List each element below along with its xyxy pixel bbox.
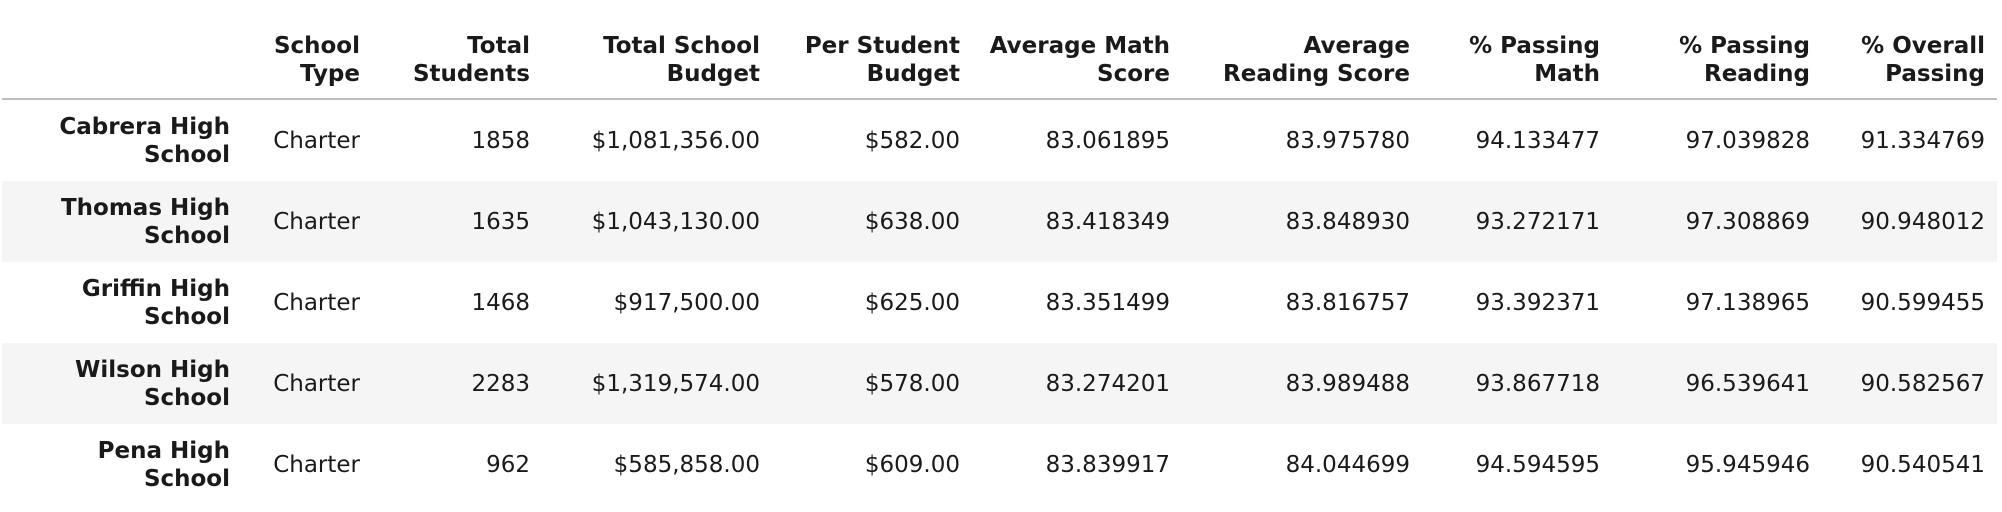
- table-row: Cabrera High School Charter 1858 $1,081,…: [2, 99, 1997, 181]
- table-cell: 83.989488: [1285, 370, 1410, 397]
- column-header: Total School Budget: [542, 0, 772, 100]
- table-cell: 83.975780: [1285, 127, 1410, 154]
- column-header: Per Student Budget: [772, 0, 972, 100]
- table-cell: $1,319,574.00: [591, 370, 760, 397]
- table-cell: 97.308869: [1685, 208, 1810, 235]
- column-header: School Type: [242, 0, 372, 100]
- table-row: Thomas High School Charter 1635 $1,043,1…: [2, 181, 1997, 262]
- table-header: School Type Total Students Total School …: [2, 0, 1997, 100]
- table-cell: Charter: [273, 127, 360, 154]
- table-cell: Charter: [273, 208, 360, 235]
- table-cell: 90.599455: [1860, 289, 1985, 316]
- column-header: Average Reading Score: [1182, 0, 1422, 100]
- table-cell: $625.00: [864, 289, 960, 316]
- table-cell: 83.351499: [1045, 289, 1170, 316]
- table-cell: 96.539641: [1685, 370, 1810, 397]
- table-cell: 1858: [471, 127, 530, 154]
- row-index-label: Cabrera High School: [59, 113, 230, 168]
- table-cell: $638.00: [864, 208, 960, 235]
- table-cell: 93.867718: [1475, 370, 1600, 397]
- table-cell: Charter: [273, 289, 360, 316]
- table-cell: 83.816757: [1285, 289, 1410, 316]
- row-index-label: Wilson High School: [75, 356, 230, 411]
- table-cell: 91.334769: [1860, 127, 1985, 154]
- table-cell: $917,500.00: [613, 289, 760, 316]
- column-header: % Passing Reading: [1612, 0, 1822, 100]
- table-cell: $582.00: [864, 127, 960, 154]
- table-cell: 95.945946: [1685, 451, 1810, 478]
- table-cell: 97.138965: [1685, 289, 1810, 316]
- table-cell: 90.948012: [1860, 208, 1985, 235]
- table-cell: 84.044699: [1285, 451, 1410, 478]
- table-cell: 1468: [471, 289, 530, 316]
- table-cell: 94.133477: [1475, 127, 1600, 154]
- table-cell: Charter: [273, 451, 360, 478]
- table-cell: $585,858.00: [613, 451, 760, 478]
- table-cell: 90.540541: [1860, 451, 1985, 478]
- table-cell: 97.039828: [1685, 127, 1810, 154]
- table-cell: 83.418349: [1045, 208, 1170, 235]
- row-index-label: Pena High School: [97, 437, 230, 492]
- table-cell: 962: [486, 451, 530, 478]
- table-cell: 83.839917: [1045, 451, 1170, 478]
- table-cell: 83.848930: [1285, 208, 1410, 235]
- table-cell: 2283: [471, 370, 530, 397]
- table-cell: $1,043,130.00: [591, 208, 760, 235]
- index-header: [2, 0, 242, 100]
- column-header: Total Students: [372, 0, 542, 100]
- table-cell: 94.594595: [1475, 451, 1600, 478]
- row-index-label: Griffin High School: [81, 275, 230, 330]
- table-body: Cabrera High School Charter 1858 $1,081,…: [2, 99, 1997, 505]
- table-row: Griffin High School Charter 1468 $917,50…: [2, 262, 1997, 343]
- table-cell: 90.582567: [1860, 370, 1985, 397]
- table-cell: 93.392371: [1475, 289, 1600, 316]
- column-header: % Passing Math: [1422, 0, 1612, 100]
- table-cell: 83.274201: [1045, 370, 1170, 397]
- table-cell: Charter: [273, 370, 360, 397]
- table-cell: $578.00: [864, 370, 960, 397]
- row-index-label: Thomas High School: [60, 194, 230, 249]
- table-cell: 83.061895: [1045, 127, 1170, 154]
- table-cell: 93.272171: [1475, 208, 1600, 235]
- column-header: Average Math Score: [972, 0, 1182, 100]
- table-row: Pena High School Charter 962 $585,858.00…: [2, 424, 1997, 505]
- table-row: Wilson High School Charter 2283 $1,319,5…: [2, 343, 1997, 424]
- table-cell: 1635: [471, 208, 530, 235]
- table-cell: $1,081,356.00: [591, 127, 760, 154]
- column-header: % Overall Passing: [1822, 0, 1997, 100]
- header-row: School Type Total Students Total School …: [2, 0, 1997, 100]
- table-cell: $609.00: [864, 451, 960, 478]
